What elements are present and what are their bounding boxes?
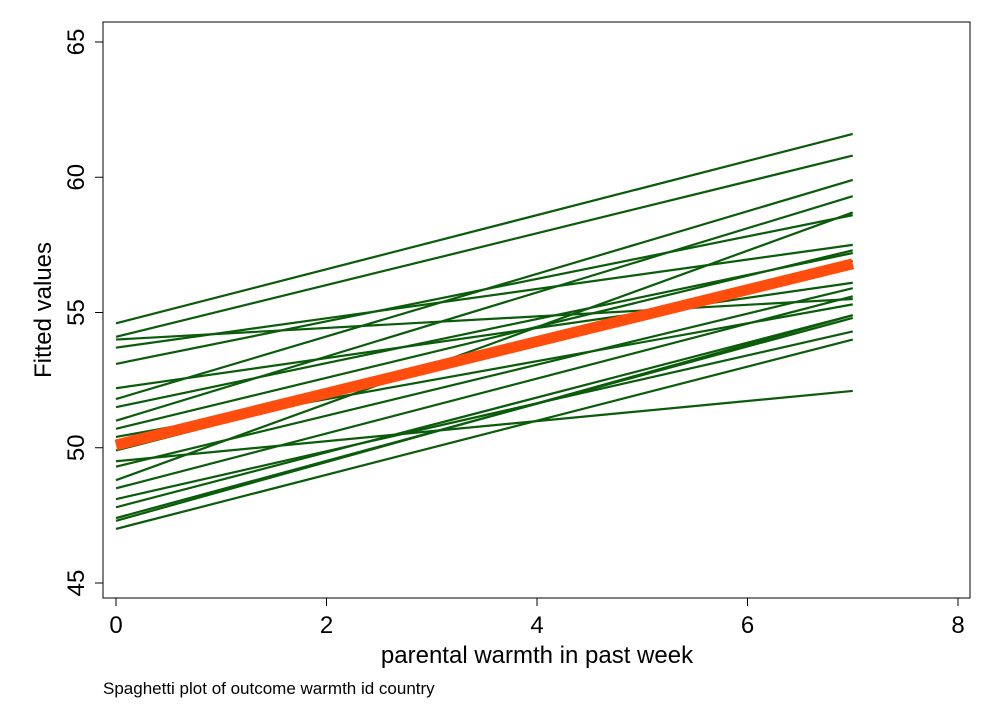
series-line-1: [115, 132, 854, 325]
plot-frame: [102, 21, 971, 599]
series-lines: [115, 132, 854, 530]
series-line-14: [115, 287, 854, 468]
y-tick-label: 55: [63, 299, 90, 326]
y-tick-label: 60: [63, 164, 90, 191]
series-line-2: [115, 154, 854, 338]
x-axis: 0 2 4 6 8: [109, 597, 965, 639]
series-line-10: [115, 249, 854, 430]
y-tick-label: 65: [63, 29, 90, 56]
y-tick-label: 45: [63, 570, 90, 597]
series-line-13: [115, 389, 853, 463]
series-line-9: [115, 195, 854, 422]
y-axis-title: Fitted values: [30, 242, 57, 378]
series-line-7: [115, 178, 854, 401]
x-tick-label: 0: [109, 612, 122, 639]
series-line-15: [115, 211, 854, 482]
y-tick-label: 50: [63, 434, 90, 461]
overall-line-group: [114, 258, 855, 451]
series-line-17: [115, 330, 853, 501]
series-line-20: [115, 314, 854, 522]
x-tick-label: 2: [320, 612, 333, 639]
y-axis: 45 50 55 60 65: [63, 29, 104, 597]
series-line-6: [115, 281, 853, 390]
series-line-8: [115, 251, 853, 409]
overall-trend-line: [114, 258, 855, 451]
x-axis-title: parental warmth in past week: [381, 642, 694, 669]
series-line-16: [115, 295, 854, 490]
chart-note: Spaghetti plot of outcome warmth id coun…: [103, 679, 435, 698]
series-line-3: [115, 297, 853, 341]
series-line-4: [115, 243, 853, 349]
x-tick-label: 8: [951, 612, 964, 639]
series-line-18: [115, 314, 854, 509]
x-tick-label: 6: [741, 612, 754, 639]
x-tick-label: 4: [530, 612, 543, 639]
series-line-21: [115, 338, 854, 530]
